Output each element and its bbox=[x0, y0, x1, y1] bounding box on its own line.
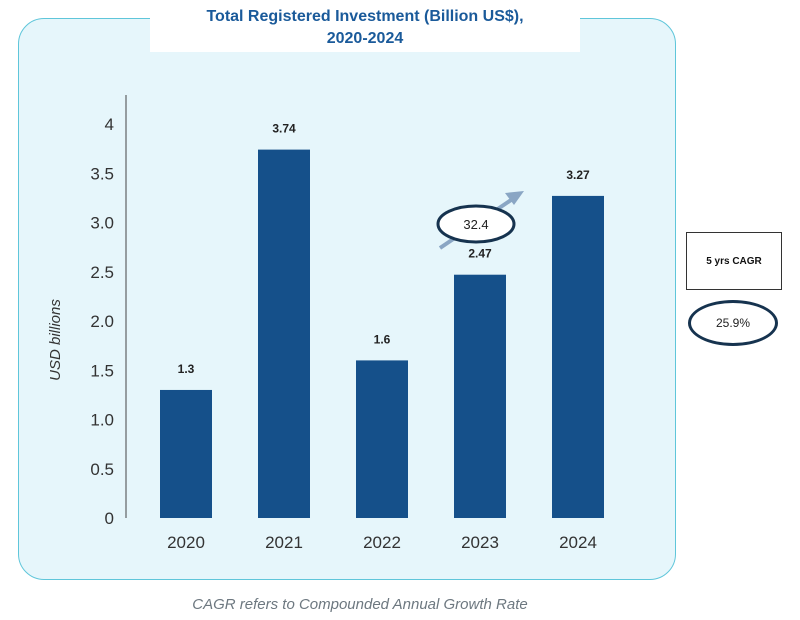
y-tick-label: 3.5 bbox=[90, 164, 114, 183]
bars bbox=[160, 149, 604, 519]
x-tick-label: 2021 bbox=[265, 533, 303, 552]
x-tick-label: 2022 bbox=[363, 533, 401, 552]
y-tick-label: 1.5 bbox=[90, 361, 114, 380]
chart-title: Total Registered Investment (Billion US$… bbox=[150, 4, 580, 52]
bar-2022 bbox=[356, 360, 408, 518]
value-label: 1.3 bbox=[178, 362, 195, 376]
cagr-label-box: 5 yrs CAGR bbox=[686, 232, 782, 290]
value-label: 2.47 bbox=[468, 247, 492, 261]
y-tick-label: 0.5 bbox=[90, 460, 114, 479]
y-tick-label: 2.5 bbox=[90, 263, 114, 282]
value-label: 3.27 bbox=[566, 168, 590, 182]
y-tick-label: 0 bbox=[105, 509, 114, 528]
bar-2023 bbox=[454, 274, 506, 518]
value-label: 1.6 bbox=[374, 332, 391, 346]
growth-arrow-head bbox=[505, 191, 524, 205]
y-tick-label: 2.0 bbox=[90, 312, 114, 331]
growth-annotation: 32.4 bbox=[436, 191, 524, 250]
y-ticks: 0 0.5 1.0 1.5 2.0 2.5 3.0 3.5 4 bbox=[90, 115, 114, 528]
chart-title-line-2: 2020-2024 bbox=[326, 30, 404, 47]
footnote: CAGR refers to Compounded Annual Growth … bbox=[192, 596, 528, 613]
growth-ellipse bbox=[436, 204, 516, 244]
x-tick-label: 2024 bbox=[559, 533, 597, 552]
cagr-value-ellipse: 25.9% bbox=[688, 300, 778, 346]
bar-2021 bbox=[258, 149, 310, 519]
value-labels: 1.3 3.74 1.6 2.47 3.27 bbox=[178, 122, 590, 376]
bar-2020 bbox=[160, 389, 212, 518]
value-label: 3.74 bbox=[272, 122, 296, 136]
x-tick-labels: 2020 2021 2022 2023 2024 bbox=[167, 533, 597, 552]
bar-2024 bbox=[552, 195, 604, 518]
growth-ellipse-label: 32.4 bbox=[463, 217, 488, 232]
y-tick-label: 3.0 bbox=[90, 214, 114, 233]
x-tick-label: 2023 bbox=[461, 533, 499, 552]
y-tick-label: 4 bbox=[105, 115, 114, 134]
y-axis-label: USD billions bbox=[47, 299, 64, 381]
y-tick-label: 1.0 bbox=[90, 411, 114, 430]
chart-title-line-1: Total Registered Investment (Billion US$… bbox=[206, 8, 524, 25]
x-tick-label: 2020 bbox=[167, 533, 205, 552]
